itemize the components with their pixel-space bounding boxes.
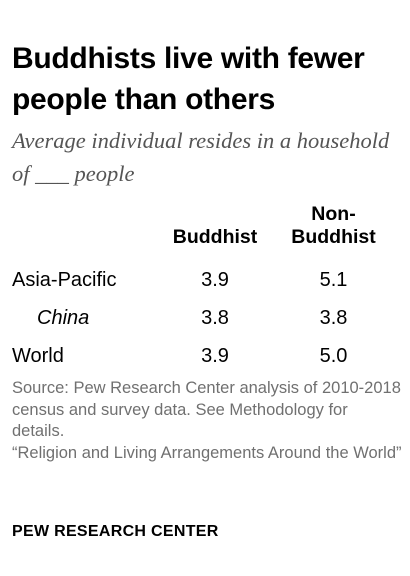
table-row: Asia-Pacific 3.9 5.1 — [12, 261, 392, 299]
value-cell: 3.9 — [201, 344, 229, 367]
column-header-non-buddhist: Non-Buddhist — [291, 203, 376, 248]
column-header-buddhist: Buddhist — [172, 226, 258, 248]
row-label: China — [37, 306, 90, 329]
report-title: “Religion and Living Arrangements Around… — [12, 443, 402, 462]
value-cell: 3.8 — [201, 306, 229, 329]
row-label: Asia-Pacific — [12, 268, 117, 291]
pew-logo: PEW RESEARCH CENTER — [12, 523, 219, 540]
value-cell: 5.1 — [319, 268, 348, 291]
source-text: Source: Pew Research Center analysis of … — [12, 379, 401, 440]
chart-subtitle: Average individual resides in a househol… — [12, 128, 390, 186]
data-table: Buddhist Non-Buddhist Asia-Pacific 3.9 5… — [12, 203, 392, 375]
row-label-header — [12, 203, 155, 261]
chart-title: Buddhists live with fewer people than ot… — [12, 42, 365, 116]
source-note: Source: Pew Research Center analysis of … — [12, 378, 404, 464]
value-cell: 5.0 — [319, 344, 348, 367]
table-row: China 3.8 3.8 — [12, 299, 392, 337]
value-cell: 3.9 — [201, 268, 229, 291]
table-row: World 3.9 5.0 — [12, 337, 392, 375]
header-row: Buddhist Non-Buddhist — [12, 203, 392, 261]
row-label: World — [12, 344, 64, 367]
value-cell: 3.8 — [319, 306, 348, 329]
